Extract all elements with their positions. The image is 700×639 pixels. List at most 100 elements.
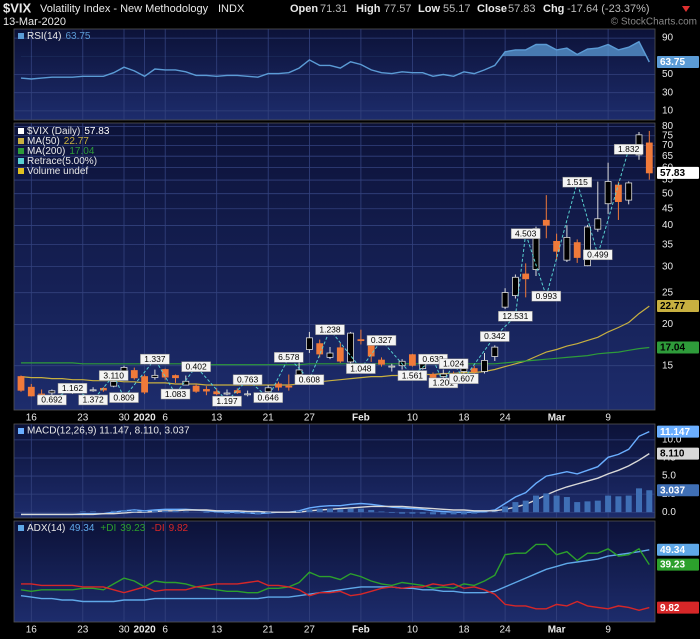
candle-body <box>27 386 35 397</box>
legend-entry: Retrace(5.00%) <box>27 156 97 167</box>
candle-body <box>141 376 149 393</box>
retrace-label: 0.993 <box>536 291 558 301</box>
x-tick-label: 16 <box>26 413 38 424</box>
x-tick-label: 10 <box>407 413 419 424</box>
retrace-label-box <box>510 228 541 239</box>
legend-value: 49.34 <box>69 523 94 534</box>
x-tick-label: 2020 <box>133 625 156 636</box>
date: 13-Mar-2020 <box>3 16 66 28</box>
y-tick-label: 25 <box>662 287 674 298</box>
x-tick-label: 18 <box>458 413 470 424</box>
histogram-bar <box>625 495 632 513</box>
watermark: © StockCharts.com <box>611 17 697 28</box>
legend-entry: MACD(12,26,9) 11.147, 8.110, 3.037 <box>27 426 190 437</box>
x-tick-label: 9 <box>605 625 611 636</box>
overbought-area <box>501 41 647 57</box>
y-tick-label: 45 <box>662 203 674 214</box>
candle-body <box>491 346 499 357</box>
candle-body <box>522 273 530 280</box>
retrace-label: 0.608 <box>299 374 321 384</box>
candle-body <box>264 387 272 393</box>
histogram-bar <box>584 501 591 513</box>
legend-swatch <box>18 138 24 144</box>
histogram-bar <box>440 512 447 515</box>
histogram-bar <box>646 490 653 513</box>
candle-body <box>408 354 416 366</box>
open-label: Open <box>290 3 318 15</box>
retrace-label: 12.531 <box>502 311 528 321</box>
chg-label: Chg <box>543 3 564 15</box>
y-tick-label: 40 <box>662 220 674 231</box>
legend-value: 39.23 <box>120 523 145 534</box>
retrace-label-box <box>366 335 397 346</box>
legend-text: 22.77 <box>64 136 89 147</box>
histogram-bar <box>430 512 436 515</box>
retrace-label-box <box>315 324 345 335</box>
y-tick-label: 20 <box>662 319 674 330</box>
retrace-label: 0.499 <box>587 250 609 260</box>
retrace-label: 1.238 <box>319 324 341 334</box>
candle-body <box>501 292 509 308</box>
retrace-label-box <box>253 392 283 403</box>
candle-body <box>48 390 56 394</box>
candle-body <box>573 242 581 258</box>
candle-body <box>378 359 385 365</box>
candle-body <box>202 389 210 392</box>
series-line <box>20 549 650 603</box>
histogram-bar <box>265 512 272 513</box>
x-tick-label: 2020 <box>133 413 156 424</box>
retrace-label: 1.372 <box>82 395 104 405</box>
retrace-label: 0.763 <box>237 374 259 384</box>
value-tag-box <box>657 558 699 571</box>
x-tick-label: 6 <box>162 625 168 636</box>
retrace-label: 1.048 <box>350 363 372 373</box>
retrace-label: 1.024 <box>443 359 465 369</box>
candle-body <box>275 383 282 388</box>
x-tick-label: Mar <box>548 625 566 636</box>
retrace-label: 3.110 <box>103 370 124 380</box>
security-name: Volatility Index - New Methodology <box>40 3 209 15</box>
legend-swatch <box>18 168 24 174</box>
panel-background <box>13 520 656 623</box>
close-label: Close <box>477 3 507 15</box>
legend-swatch <box>18 148 24 154</box>
histogram-bar <box>636 488 642 513</box>
legend-name: -DI <box>151 523 164 534</box>
y-tick-label: 0.0 <box>662 507 676 518</box>
retrace-label: 0.342 <box>484 331 506 341</box>
value-tag-box <box>657 55 699 68</box>
candle-body <box>347 332 355 363</box>
candle-body <box>326 352 334 358</box>
retrace-label: 1.197 <box>216 396 238 406</box>
histogram-bar <box>574 502 581 513</box>
histogram-bar <box>388 512 395 513</box>
x-tick-label: 18 <box>458 625 470 636</box>
y-tick-label: 75 <box>662 130 674 141</box>
y-tick-label: 50 <box>662 188 674 199</box>
y-tick-label: 50 <box>662 69 674 80</box>
histogram-bar <box>234 512 241 514</box>
x-tick-label: 27 <box>304 625 316 636</box>
exchange: INDX <box>218 3 245 15</box>
x-tick-label: Feb <box>352 625 370 636</box>
retrace-label-box <box>181 361 211 372</box>
retrace-label: 0.607 <box>453 373 475 383</box>
x-tick-label: 23 <box>77 413 89 424</box>
histogram-bar <box>79 511 86 513</box>
x-tick-label: 30 <box>118 625 130 636</box>
histogram-bar <box>481 512 488 513</box>
candle-body <box>357 339 365 342</box>
retrace-label-box <box>274 352 304 363</box>
retrace-label: 0.692 <box>41 395 63 405</box>
retrace-label-box <box>562 176 592 188</box>
candle-body <box>316 343 324 355</box>
histogram-bar <box>224 512 230 514</box>
low-label: Low <box>418 3 440 15</box>
open-value: 71.31 <box>320 3 348 15</box>
histogram-bar <box>409 512 416 514</box>
retrace-label-box <box>160 388 191 400</box>
y-tick-label: 15 <box>662 360 674 371</box>
x-tick-label: 16 <box>26 625 38 636</box>
y-tick-label: 80 <box>662 121 674 132</box>
